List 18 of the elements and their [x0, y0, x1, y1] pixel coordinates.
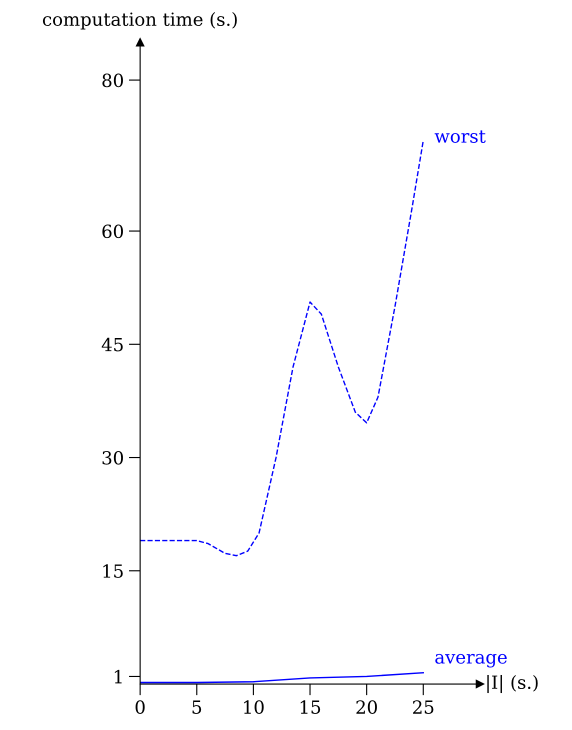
x-tick-label: 25 [413, 700, 434, 714]
x-tick-label: 20 [356, 700, 377, 714]
y-tick-label: 45 [102, 338, 123, 352]
x-axis-title: |I| (s.) [487, 674, 538, 694]
y-tick-label: 80 [102, 74, 123, 88]
y-tick-label: 1 [114, 670, 122, 684]
x-tick-label: 0 [136, 700, 145, 714]
y-tick-label: 15 [103, 564, 123, 578]
x-tick-label: 5 [192, 700, 202, 714]
x-tick-label: 15 [300, 700, 320, 714]
y-axis-title: computation time (s.) [42, 12, 237, 30]
line-series [140, 140, 424, 556]
line-series [140, 672, 424, 684]
y-tick-label: 60 [102, 224, 123, 238]
y-tick-label: 30 [102, 450, 123, 465]
series-label: worst [434, 130, 486, 143]
x-tick-label: 10 [244, 700, 264, 714]
series-label: average [435, 654, 507, 668]
